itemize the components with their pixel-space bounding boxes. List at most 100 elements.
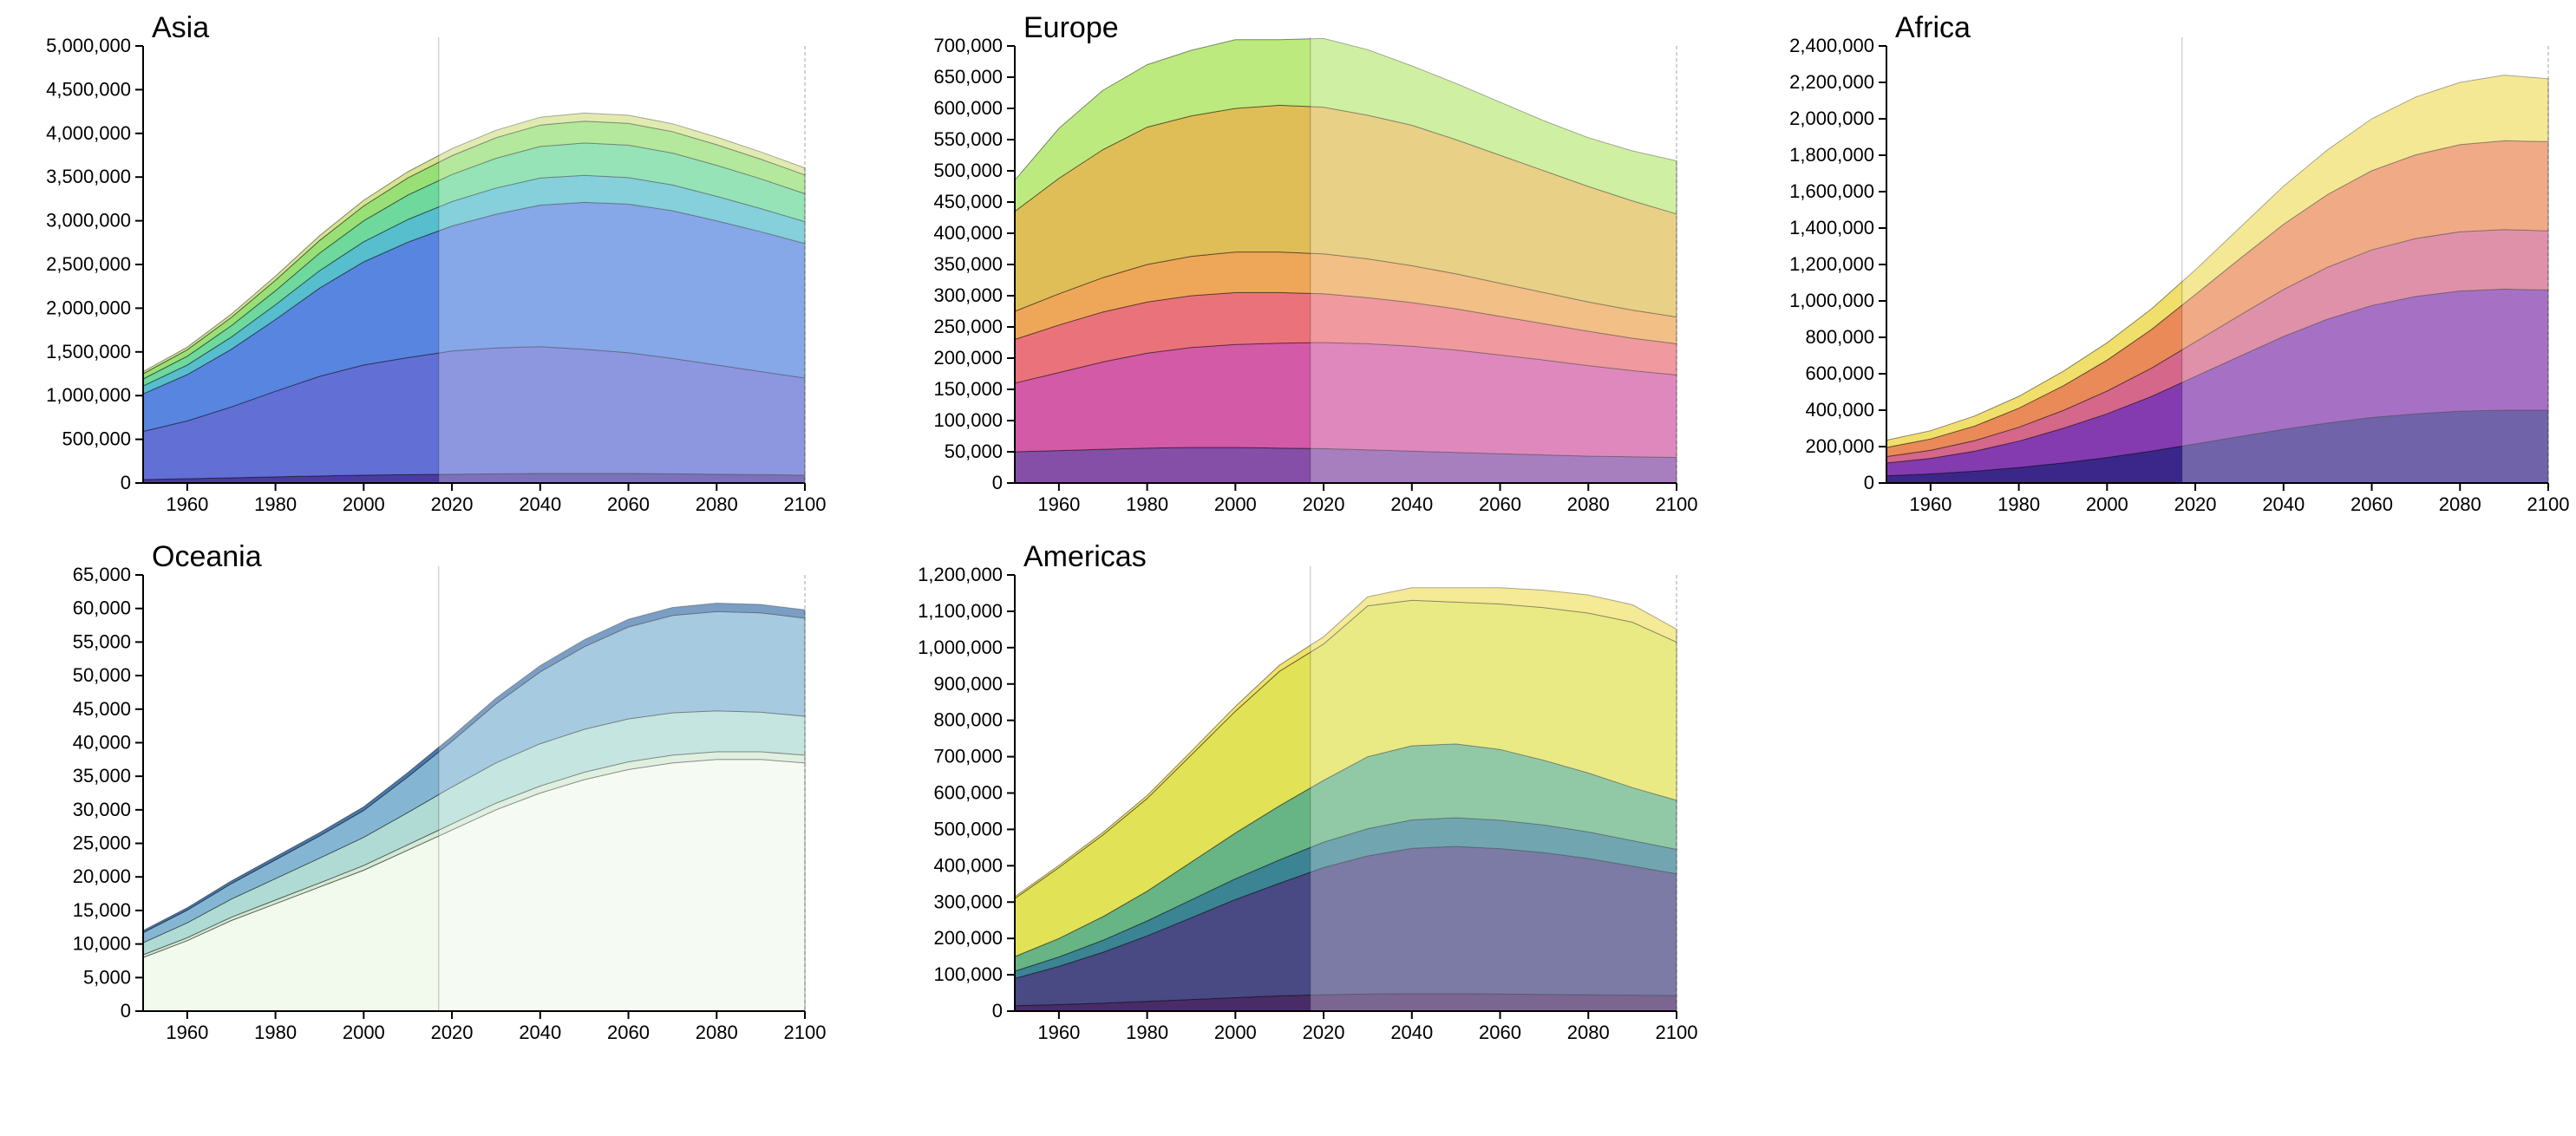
chart-title-americas: Americas <box>1023 540 1147 573</box>
chart-title-asia: Asia <box>152 11 209 44</box>
x-tick-africa: 2080 <box>2439 483 2481 515</box>
y-tick-label: 0 <box>121 1000 131 1022</box>
x-tick-label: 2040 <box>519 493 561 515</box>
x-tick-asia: 1980 <box>254 483 297 515</box>
x-tick-label: 2000 <box>343 1022 385 1043</box>
y-tick-asia: 0 <box>121 472 143 493</box>
x-tick-label: 2040 <box>1390 1022 1433 1043</box>
y-tick-label: 2,000,000 <box>46 297 131 318</box>
y-tick-americas: 1,200,000 <box>918 564 1015 585</box>
y-tick-label: 0 <box>1864 472 1874 493</box>
area-asia-7 <box>142 112 806 375</box>
y-tick-label: 60,000 <box>73 597 131 619</box>
x-tick-europe: 2060 <box>1479 483 1521 515</box>
x-tick-label: 2040 <box>1390 493 1433 515</box>
y-tick-label: 5,000 <box>83 966 131 988</box>
x-tick-label: 1960 <box>166 493 208 515</box>
x-tick-label: 2020 <box>1303 493 1345 515</box>
x-tick-africa: 2020 <box>2174 483 2217 515</box>
y-tick-label: 300,000 <box>933 284 1003 306</box>
y-tick-africa: 0 <box>1864 472 1886 493</box>
x-tick-label: 2060 <box>607 493 650 515</box>
x-tick-europe: 2040 <box>1390 483 1433 515</box>
y-tick-europe: 150,000 <box>933 378 1015 400</box>
y-tick-asia: 4,500,000 <box>46 78 143 100</box>
y-tick-label: 150,000 <box>933 378 1003 400</box>
x-tick-label: 1980 <box>254 493 297 515</box>
x-tick-oceania: 2100 <box>784 1011 826 1043</box>
y-tick-asia: 3,000,000 <box>46 210 143 232</box>
y-tick-label: 45,000 <box>73 698 131 720</box>
x-tick-africa: 2060 <box>2350 483 2393 515</box>
area-asia-2 <box>142 346 806 480</box>
y-tick-label: 50,000 <box>945 441 1003 462</box>
y-tick-americas: 1,100,000 <box>918 600 1015 622</box>
y-tick-label: 450,000 <box>933 191 1003 212</box>
x-tick-label: 1960 <box>1037 493 1080 515</box>
y-tick-asia: 2,500,000 <box>46 253 143 275</box>
y-tick-label: 900,000 <box>933 673 1003 695</box>
y-tick-europe: 650,000 <box>933 66 1015 88</box>
x-tick-label: 1960 <box>166 1022 208 1043</box>
y-tick-oceania: 0 <box>121 1000 143 1022</box>
area-americas-3 <box>1014 817 1677 979</box>
y-tick-africa: 1,000,000 <box>1789 290 1886 311</box>
x-tick-oceania: 2000 <box>343 1011 385 1043</box>
x-tick-label: 2000 <box>1214 1022 1257 1043</box>
x-tick-asia: 2020 <box>431 483 474 515</box>
chart-title-africa: Africa <box>1895 11 1971 44</box>
y-tick-label: 0 <box>992 1000 1003 1022</box>
y-tick-oceania: 45,000 <box>73 698 143 720</box>
chart-title-europe: Europe <box>1023 11 1119 44</box>
x-tick-label: 2000 <box>343 493 385 515</box>
x-tick-label: 2060 <box>2350 493 2393 515</box>
y-tick-americas: 200,000 <box>933 927 1015 949</box>
y-tick-label: 1,800,000 <box>1789 144 1874 166</box>
y-tick-africa: 2,200,000 <box>1789 71 1886 93</box>
y-tick-europe: 50,000 <box>945 441 1015 462</box>
x-tick-label: 2100 <box>1656 1022 1698 1043</box>
x-tick-oceania: 2020 <box>431 1011 474 1043</box>
y-tick-label: 600,000 <box>933 97 1003 119</box>
y-tick-label: 2,400,000 <box>1789 35 1874 56</box>
x-tick-label: 2020 <box>1303 1022 1345 1043</box>
x-tick-americas: 2040 <box>1390 1011 1433 1043</box>
y-tick-americas: 900,000 <box>933 673 1015 695</box>
x-tick-label: 1980 <box>1126 493 1168 515</box>
y-tick-label: 200,000 <box>933 347 1003 369</box>
y-tick-oceania: 65,000 <box>73 564 143 585</box>
y-tick-label: 2,200,000 <box>1789 71 1874 93</box>
y-tick-europe: 0 <box>992 472 1015 493</box>
y-tick-label: 350,000 <box>933 253 1003 275</box>
y-tick-europe: 300,000 <box>933 284 1015 306</box>
x-tick-label: 2100 <box>1656 493 1698 515</box>
y-tick-label: 0 <box>121 472 131 493</box>
y-tick-label: 650,000 <box>933 66 1003 88</box>
y-tick-label: 3,000,000 <box>46 210 131 232</box>
y-tick-europe: 700,000 <box>933 35 1015 56</box>
x-tick-americas: 1980 <box>1126 1011 1168 1043</box>
x-tick-europe: 1960 <box>1037 483 1080 515</box>
x-tick-label: 1960 <box>1037 1022 1080 1043</box>
y-tick-label: 400,000 <box>933 222 1003 244</box>
projection-overlay-europe <box>1310 29 1677 483</box>
y-tick-label: 500,000 <box>62 428 131 450</box>
x-tick-asia: 2060 <box>607 483 650 515</box>
y-tick-label: 55,000 <box>73 630 131 652</box>
chart-americas: 0 100,000 200,000 300,000 400,000 500,000 600,… <box>918 540 1697 1043</box>
x-tick-europe: 1980 <box>1126 483 1168 515</box>
y-tick-americas: 400,000 <box>933 854 1015 876</box>
y-tick-asia: 1,000,000 <box>46 384 143 406</box>
x-tick-oceania: 2040 <box>519 1011 561 1043</box>
area-oceania-5 <box>142 602 806 934</box>
x-tick-label: 2060 <box>607 1022 650 1043</box>
y-tick-africa: 2,000,000 <box>1789 108 1886 129</box>
y-tick-label: 800,000 <box>1805 326 1874 348</box>
x-tick-label: 2080 <box>2439 493 2481 515</box>
x-tick-label: 1980 <box>1997 493 2040 515</box>
y-tick-label: 100,000 <box>933 963 1003 985</box>
x-tick-europe: 2080 <box>1567 483 1610 515</box>
area-asia-4 <box>142 174 806 395</box>
y-tick-africa: 400,000 <box>1805 399 1886 421</box>
x-tick-asia: 2000 <box>343 483 385 515</box>
